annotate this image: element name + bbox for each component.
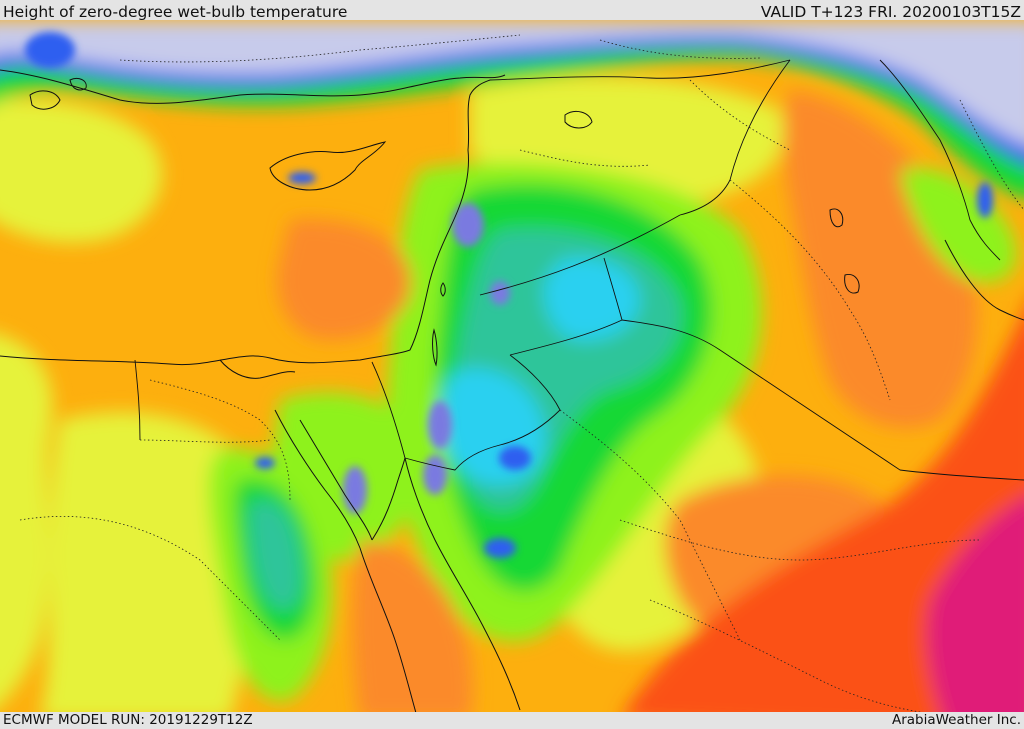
zone-yellow-egypt <box>41 412 263 712</box>
admin-egypt-2 <box>139 439 271 443</box>
spot-jordan-violet-2 <box>423 455 447 495</box>
admin-iraq-2 <box>689 79 791 151</box>
coast-gulf-aqaba <box>371 457 406 541</box>
zone-yellow-libya <box>0 99 162 243</box>
coast-redsea-west <box>359 547 417 712</box>
border-jordan-iraq <box>603 257 623 321</box>
map-area <box>0 20 1024 712</box>
coast-redsea-east <box>404 457 521 711</box>
cold-spots <box>25 32 993 558</box>
zone-darkorange-redsea <box>352 540 473 712</box>
spot-sinai-violet <box>343 466 367 514</box>
admin-saudi-1 <box>559 409 741 641</box>
spot-hejaz-blue <box>484 538 516 558</box>
header-band <box>0 0 1024 20</box>
borders <box>134 59 1024 481</box>
coast-iraq-lakes <box>829 208 860 294</box>
spot-cyprus-blue <box>288 172 316 184</box>
coast-galilee <box>440 282 446 297</box>
coast-cyprus <box>269 141 387 191</box>
zone-darkorange-egypt <box>277 219 412 340</box>
map-title: Height of zero-degree wet-bulb temperatu… <box>3 3 348 21</box>
border-jordan-saudi <box>404 319 623 471</box>
border-syria-iraq <box>679 59 791 216</box>
admin-boundaries <box>19 34 1024 712</box>
model-run-label: ECMWF MODEL RUN: 20191229T12Z <box>3 712 253 728</box>
zone-magenta-se <box>926 497 1024 712</box>
coast-turkey-south <box>0 69 506 104</box>
coast-lake-van <box>564 111 593 129</box>
coast-med-south <box>0 79 491 366</box>
zone-teal-redsea <box>248 499 303 611</box>
coast-gulf-suez-east <box>299 419 373 541</box>
spot-aegean-blue <box>25 32 75 68</box>
zone-cyan-iraq <box>543 257 640 341</box>
zone-darkorange-iran <box>783 90 978 428</box>
coast-gulf-suez-west <box>274 409 361 549</box>
valid-time: VALID T+123 FRI. 20200103T15Z <box>760 3 1021 21</box>
admin-saudi-2 <box>619 519 981 561</box>
coastlines <box>0 69 1024 712</box>
admin-egypt-3 <box>19 516 281 641</box>
admin-iraq-1 <box>729 179 891 401</box>
zone-redorange-south <box>625 312 1024 712</box>
zone-yellow-west <box>0 335 53 705</box>
border-egypt-israel <box>371 361 406 459</box>
border-libya-egypt <box>134 359 141 441</box>
border-syria-jordan-iraq <box>479 214 681 296</box>
credit-label: ArabiaWeather Inc. <box>891 712 1021 728</box>
spot-redsea-blue <box>255 457 275 469</box>
admin-egypt-1 <box>149 379 291 501</box>
spot-iran-blue <box>977 182 993 218</box>
admin-turkey-1 <box>119 34 521 63</box>
spot-lebanon-violet <box>452 203 484 247</box>
border-iraq-saudi <box>621 319 1024 481</box>
spot-tabuk-blue <box>499 446 531 470</box>
zone-lavender-north <box>0 20 1024 145</box>
zone-lime-east <box>900 168 1017 283</box>
spot-jordan-violet-1 <box>428 401 452 449</box>
coast-nile-delta <box>219 359 296 379</box>
border-iran-iraq <box>879 59 1001 261</box>
coast-gulf-persian <box>944 239 1024 321</box>
admin-turkey-2 <box>599 39 761 59</box>
coast-dead-sea <box>432 328 438 367</box>
coast-aegean-islands <box>29 77 87 110</box>
spot-hermon-violet <box>490 281 510 305</box>
admin-saudi-3 <box>649 599 923 712</box>
border-turkey-syria <box>489 59 791 81</box>
footer-band <box>0 712 1024 729</box>
